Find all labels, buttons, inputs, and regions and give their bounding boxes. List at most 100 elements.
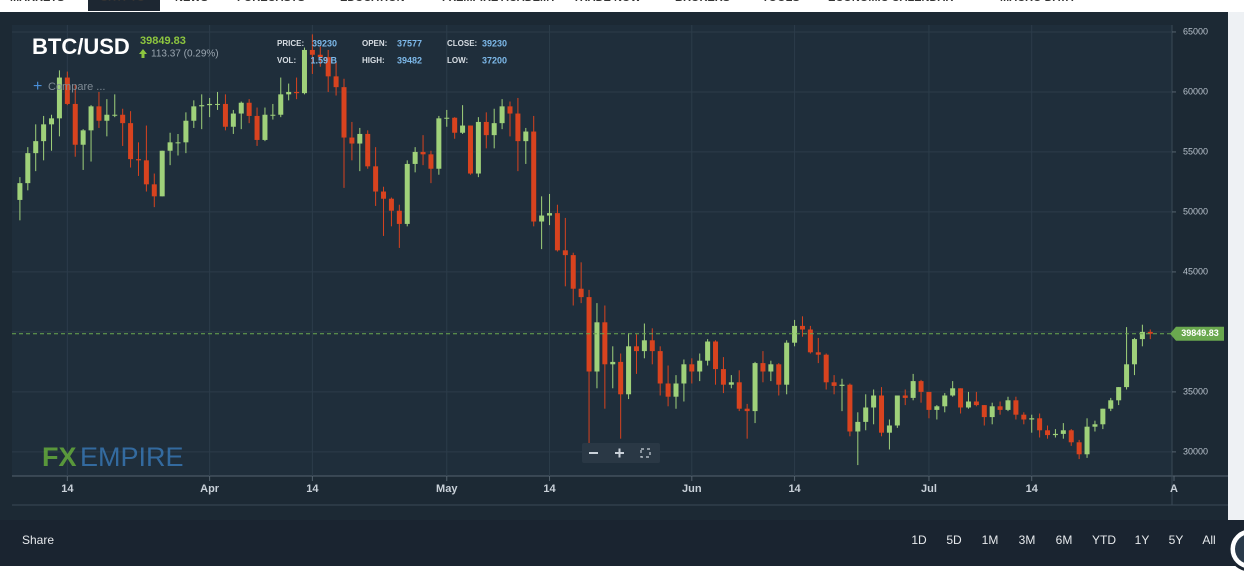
nav-item[interactable]: EDUCATION: [340, 0, 405, 4]
candle-body: [1037, 418, 1043, 431]
nav-item[interactable]: TOOLS: [762, 0, 800, 4]
range-button[interactable]: YTD: [1092, 533, 1116, 547]
candle-body: [1100, 408, 1106, 425]
candle-body: [847, 384, 853, 432]
share[interactable]: Share: [22, 533, 54, 547]
info-value: 39230: [482, 38, 507, 48]
candle-body: [547, 213, 553, 216]
range-button[interactable]: 6M: [1056, 533, 1073, 547]
candle-body: [807, 329, 813, 353]
candle-body: [855, 421, 861, 432]
nav-item[interactable]: BROKERS: [675, 0, 730, 4]
candle-body: [942, 395, 948, 407]
range-button[interactable]: 1M: [982, 533, 999, 547]
candle-body: [823, 354, 829, 383]
nav-item[interactable]: ECONOMIC CALENDAR: [828, 0, 953, 4]
fullscreen[interactable]: [640, 448, 651, 458]
compare-plus[interactable]: +: [33, 78, 42, 95]
candle-body: [365, 133, 371, 167]
info-value: 39230: [312, 38, 337, 48]
candle-body: [657, 351, 663, 384]
candle-body: [784, 342, 790, 385]
compare[interactable]: Compare ...: [48, 81, 105, 93]
candle-body: [499, 106, 505, 124]
x-tick-label: 14: [1026, 483, 1039, 495]
candle-body: [1147, 331, 1153, 334]
avatar-inner: [1235, 535, 1244, 563]
nav-item[interactable]: TRADE NOW: [573, 0, 641, 4]
candle-body: [570, 255, 576, 289]
candle-body: [626, 346, 632, 395]
plot-area: [12, 25, 1172, 476]
range-button[interactable]: 1Y: [1135, 533, 1150, 547]
candle-body: [1131, 339, 1137, 365]
candle-body: [88, 106, 94, 131]
candle-body: [238, 102, 244, 114]
candle-body: [894, 395, 900, 426]
nav-item[interactable]: MARKETS: [10, 0, 64, 4]
candle-body: [910, 381, 916, 398]
nav-item[interactable]: MACRO DATA: [1000, 0, 1074, 4]
candle-body: [436, 118, 442, 169]
candle-body: [428, 154, 434, 169]
candle-body: [309, 49, 315, 55]
candle-body: [175, 142, 181, 144]
y-tick-label: 50000: [1183, 206, 1208, 216]
candle-body: [388, 198, 394, 211]
range-button[interactable]: All: [1202, 533, 1215, 547]
candle-body: [381, 191, 387, 199]
candle-body: [396, 210, 402, 224]
candle-body: [728, 382, 734, 385]
candle-body: [815, 352, 821, 355]
candle-body: [17, 183, 23, 200]
candle-body: [713, 341, 719, 370]
candle-body: [41, 124, 47, 142]
candle-body: [760, 363, 766, 372]
range-button[interactable]: 5Y: [1169, 533, 1184, 547]
nav-item[interactable]: CRYPTO: [100, 0, 146, 4]
candle-body: [578, 288, 584, 298]
candle-body: [1076, 442, 1082, 455]
candle-body: [720, 369, 726, 385]
y-tick-label: 65000: [1183, 26, 1208, 36]
candle-body: [452, 117, 458, 133]
x-tick-label: 14: [306, 483, 319, 495]
candle-body: [460, 125, 466, 133]
candle-body: [1068, 430, 1074, 443]
candle-body: [373, 166, 379, 192]
y-tick-label: 60000: [1183, 86, 1208, 96]
candle-body: [886, 425, 892, 433]
nav-item[interactable]: FORECASTS: [237, 0, 305, 4]
nav-item[interactable]: NEWS: [175, 0, 208, 4]
candle-body: [981, 405, 987, 418]
candle-body: [705, 341, 711, 361]
range-button[interactable]: 5D: [946, 533, 962, 547]
info-label: PRICE:: [277, 39, 304, 48]
range-button[interactable]: 1D: [911, 533, 927, 547]
candle-body: [286, 91, 292, 95]
range-button[interactable]: 3M: [1019, 533, 1036, 547]
candle-body: [262, 114, 268, 140]
candle-body: [207, 103, 213, 106]
footer-bar: [0, 520, 1244, 566]
candle-body: [950, 388, 956, 396]
info-label: LOW:: [447, 56, 468, 65]
candle-body: [697, 360, 703, 372]
candle-body: [997, 406, 1003, 410]
header-price: 39849.83: [140, 35, 186, 47]
info-label: CLOSE:: [447, 39, 477, 48]
candle-body: [128, 123, 134, 160]
y-tick-label: 30000: [1183, 446, 1208, 456]
info-block: PRICE: 39230 OPEN: 37577 CLOSE: 39230 VOL: 1.59…: [277, 38, 507, 65]
top-nav: MARKETS CRYPTO NEWS FORECASTS EDUCATION FXEMP…: [10, 0, 1074, 11]
candle-body: [736, 382, 742, 409]
candle-body: [80, 130, 86, 145]
candle-body: [25, 153, 31, 184]
last-price-label: 39849.83: [1181, 328, 1219, 338]
candle-body: [341, 87, 347, 138]
candle-body: [333, 76, 339, 88]
candle-body: [294, 91, 300, 94]
candle-body: [752, 363, 758, 412]
